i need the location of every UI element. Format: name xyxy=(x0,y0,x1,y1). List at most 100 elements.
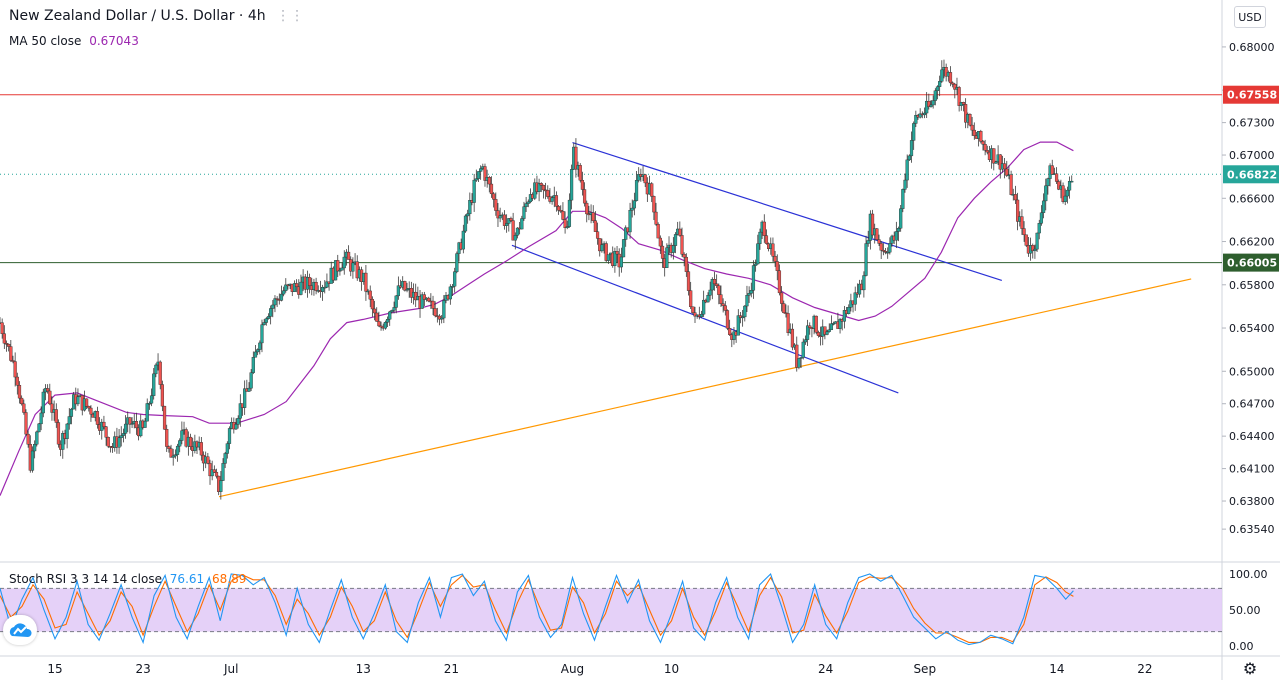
candle-body xyxy=(909,140,914,157)
y-tick-label: 0.66200 xyxy=(1229,236,1275,249)
candle-body xyxy=(243,388,247,408)
candle-body xyxy=(741,316,745,319)
candle-body xyxy=(964,104,968,123)
candle-body xyxy=(173,454,177,457)
candle-body xyxy=(152,373,156,396)
candle-body xyxy=(935,86,940,91)
candle-body xyxy=(881,249,885,252)
tradingview-logo-icon[interactable] xyxy=(3,615,37,645)
candle-body xyxy=(710,279,714,291)
candle-body xyxy=(175,445,180,455)
candle-body xyxy=(461,230,465,250)
price-tag-label: 0.67558 xyxy=(1227,89,1277,102)
candle-body xyxy=(24,412,28,435)
candle-body xyxy=(604,243,608,261)
candle-body xyxy=(899,208,903,229)
candle-body xyxy=(773,256,777,262)
candle-body xyxy=(522,206,526,219)
candle-body xyxy=(888,243,892,253)
candle-body xyxy=(206,456,210,464)
candle-body xyxy=(494,199,498,211)
currency-button[interactable]: USD xyxy=(1234,6,1266,28)
candle-body xyxy=(615,251,619,255)
candle-body xyxy=(392,307,396,311)
gear-icon[interactable]: ⚙ xyxy=(1242,658,1258,678)
candle-body xyxy=(89,407,93,415)
y-tick-label: 0.66600 xyxy=(1229,192,1275,205)
candle-body xyxy=(65,423,69,439)
candle-body xyxy=(585,202,589,215)
candle-body xyxy=(48,390,52,405)
candle-body xyxy=(388,311,392,320)
candle-body xyxy=(550,197,554,202)
candle-body xyxy=(634,180,639,201)
legend-menu-icon[interactable]: ⋮⋮ xyxy=(276,8,305,24)
candle-body xyxy=(894,231,898,241)
candle-body xyxy=(323,286,327,289)
candle-body xyxy=(0,322,4,334)
candle-body xyxy=(929,104,933,107)
y-tick-label: 0.64100 xyxy=(1229,463,1275,476)
candle-body xyxy=(405,289,409,291)
candle-body xyxy=(292,283,297,292)
candle-body xyxy=(831,323,836,325)
candle-body xyxy=(346,251,351,260)
candle-body xyxy=(961,102,966,105)
candle-body xyxy=(33,444,37,452)
candle-body xyxy=(9,346,13,361)
candle-body xyxy=(591,212,595,221)
candle-body xyxy=(54,409,58,423)
candle-body xyxy=(574,146,578,170)
candle-body xyxy=(214,471,219,477)
y-tick-label: 0.63540 xyxy=(1229,523,1275,536)
candle-body xyxy=(580,180,585,190)
candle-body xyxy=(725,310,730,329)
candle-body xyxy=(556,206,561,211)
candle-body xyxy=(702,299,706,315)
candle-body xyxy=(178,440,182,447)
candle-body xyxy=(370,299,374,310)
candle-body xyxy=(717,285,721,295)
candle-body xyxy=(901,189,905,209)
candle-body xyxy=(864,243,868,276)
candle-body xyxy=(1037,223,1041,234)
candle-body xyxy=(1003,163,1007,170)
y-tick-label: 0.65400 xyxy=(1229,322,1275,335)
candle-body xyxy=(658,237,662,247)
candle-body xyxy=(20,397,24,405)
candle-body xyxy=(799,357,803,359)
candle-body xyxy=(877,239,881,244)
candle-body xyxy=(121,433,126,436)
candle-body xyxy=(940,69,944,82)
candle-body xyxy=(903,179,907,190)
candle-body xyxy=(515,227,520,236)
candle-body xyxy=(931,100,935,106)
candle-body xyxy=(368,290,372,300)
candle-body xyxy=(472,179,476,203)
x-tick-label: 24 xyxy=(818,662,833,676)
candle-body xyxy=(992,148,996,164)
candle-body xyxy=(442,300,446,319)
candle-body xyxy=(912,123,916,141)
candle-body xyxy=(308,277,312,286)
candle-body xyxy=(775,261,779,271)
candle-body xyxy=(582,189,587,204)
candle-body xyxy=(1022,228,1026,236)
candle-body xyxy=(771,243,775,257)
candle-body xyxy=(468,200,472,215)
candle-body xyxy=(606,254,610,261)
candle-body xyxy=(624,227,628,240)
candle-body xyxy=(847,307,851,314)
price-tag-bg xyxy=(1223,253,1279,272)
candle-body xyxy=(46,388,50,392)
candle-body xyxy=(777,270,782,294)
candle-body xyxy=(756,243,760,265)
candle-body xyxy=(797,358,801,368)
candle-body xyxy=(712,279,717,285)
candle-body xyxy=(925,100,929,114)
candle-body xyxy=(875,228,879,240)
candle-body xyxy=(764,235,769,244)
candle-body xyxy=(803,339,808,343)
